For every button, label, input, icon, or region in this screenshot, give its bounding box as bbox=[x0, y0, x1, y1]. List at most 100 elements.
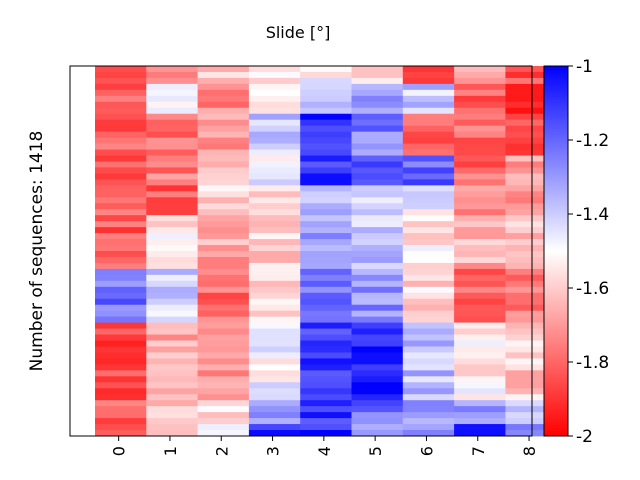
heatmap-cell bbox=[505, 334, 558, 341]
heatmap-cell bbox=[300, 274, 352, 282]
colorbar-tick-label: -1 bbox=[576, 57, 593, 77]
heatmap-cell bbox=[505, 251, 558, 258]
heatmap-cell bbox=[146, 227, 198, 234]
heatmap-cell bbox=[146, 268, 198, 276]
heatmap-cell bbox=[248, 334, 301, 341]
heatmap-cell bbox=[402, 400, 455, 407]
heatmap-cell bbox=[300, 382, 352, 389]
heatmap-cell bbox=[146, 71, 198, 79]
heatmap-cell bbox=[454, 388, 506, 395]
heatmap-cell bbox=[505, 233, 558, 240]
heatmap-cell bbox=[300, 322, 352, 329]
heatmap-cell bbox=[248, 143, 301, 150]
heatmap-cell bbox=[197, 203, 250, 210]
heatmap-cell bbox=[505, 209, 558, 216]
heatmap-cell bbox=[402, 310, 455, 318]
heatmap-cell bbox=[248, 113, 301, 121]
heatmap-cell bbox=[505, 352, 558, 359]
heatmap-cell bbox=[402, 185, 455, 192]
heatmap-cell bbox=[505, 322, 558, 329]
heatmap-cell bbox=[95, 227, 147, 234]
heatmap-cell bbox=[454, 364, 506, 371]
heatmap-cell bbox=[300, 394, 352, 401]
heatmap-cell bbox=[197, 227, 250, 234]
x-tick-label: 8 bbox=[520, 446, 539, 456]
heatmap-cell bbox=[146, 322, 198, 329]
heatmap-cell bbox=[351, 209, 404, 216]
heatmap-cell bbox=[454, 245, 506, 252]
heatmap-cell bbox=[454, 221, 506, 228]
heatmap-cell bbox=[248, 340, 301, 347]
heatmap-cell bbox=[146, 406, 198, 413]
heatmap-cell bbox=[95, 286, 147, 294]
heatmap-cell bbox=[402, 245, 455, 252]
heatmap-cell bbox=[197, 418, 250, 425]
heatmap-cell bbox=[95, 77, 147, 85]
x-tick-label: 7 bbox=[469, 446, 488, 456]
x-tick-label: 3 bbox=[264, 446, 283, 456]
heatmap-cell bbox=[248, 95, 301, 103]
heatmap-cell bbox=[146, 310, 198, 318]
heatmap-cell bbox=[146, 262, 198, 270]
heatmap-cell bbox=[351, 430, 404, 437]
heatmap-cell bbox=[197, 274, 250, 282]
heatmap-cell bbox=[351, 77, 404, 85]
heatmap-cell bbox=[402, 155, 455, 162]
heatmap-cell bbox=[95, 125, 147, 133]
heatmap-cell bbox=[402, 268, 455, 276]
heatmap-cell bbox=[300, 95, 352, 103]
heatmap-cell bbox=[505, 203, 558, 210]
heatmap-cell bbox=[197, 304, 250, 312]
heatmap-cell bbox=[248, 400, 301, 407]
heatmap-cell bbox=[146, 107, 198, 115]
heatmap-cell bbox=[402, 376, 455, 383]
heatmap-cell bbox=[454, 346, 506, 353]
heatmap-cell bbox=[351, 113, 404, 121]
heatmap-cell bbox=[248, 370, 301, 377]
heatmap-cell bbox=[454, 430, 506, 437]
heatmap-cell bbox=[300, 280, 352, 288]
heatmap-cell bbox=[248, 149, 301, 156]
heatmap-cell bbox=[197, 394, 250, 401]
heatmap-cell bbox=[146, 143, 198, 150]
heatmap-cell bbox=[146, 101, 198, 109]
heatmap-cell bbox=[402, 107, 455, 115]
heatmap-cell bbox=[351, 322, 404, 329]
heatmap-cell bbox=[248, 251, 301, 258]
heatmap-cell bbox=[146, 191, 198, 198]
heatmap-cell bbox=[248, 394, 301, 401]
heatmap-cell bbox=[248, 412, 301, 419]
heatmap-cell bbox=[197, 233, 250, 240]
heatmap-cell bbox=[300, 66, 352, 73]
heatmap-cell bbox=[95, 107, 147, 115]
heatmap-cell bbox=[197, 406, 250, 413]
heatmap-cell bbox=[146, 274, 198, 282]
heatmap-cell bbox=[300, 113, 352, 121]
heatmap-cell bbox=[95, 179, 147, 186]
heatmap-cell bbox=[402, 251, 455, 258]
heatmap-cell bbox=[146, 364, 198, 371]
heatmap-cell bbox=[351, 418, 404, 425]
heatmap-cell bbox=[146, 346, 198, 353]
heatmap-cell bbox=[351, 394, 404, 401]
heatmap-cell bbox=[402, 394, 455, 401]
heatmap-cell bbox=[95, 406, 147, 413]
heatmap-cell bbox=[505, 107, 558, 115]
heatmap-cell bbox=[95, 370, 147, 377]
heatmap-cell bbox=[402, 233, 455, 240]
heatmap-cell bbox=[505, 412, 558, 419]
heatmap-cell bbox=[95, 274, 147, 282]
heatmap-cell bbox=[454, 125, 506, 133]
heatmap-cell bbox=[351, 292, 404, 300]
heatmap-cell bbox=[505, 394, 558, 401]
heatmap-cell bbox=[197, 167, 250, 174]
heatmap-cell bbox=[95, 95, 147, 103]
heatmap-cell bbox=[146, 167, 198, 174]
heatmap-cell bbox=[505, 274, 558, 282]
heatmap-cell bbox=[248, 262, 301, 270]
heatmap-cell bbox=[300, 328, 352, 335]
heatmap-cell bbox=[402, 239, 455, 246]
heatmap-cell bbox=[95, 137, 147, 144]
heatmap-cell bbox=[402, 298, 455, 306]
heatmap-cell bbox=[197, 364, 250, 371]
